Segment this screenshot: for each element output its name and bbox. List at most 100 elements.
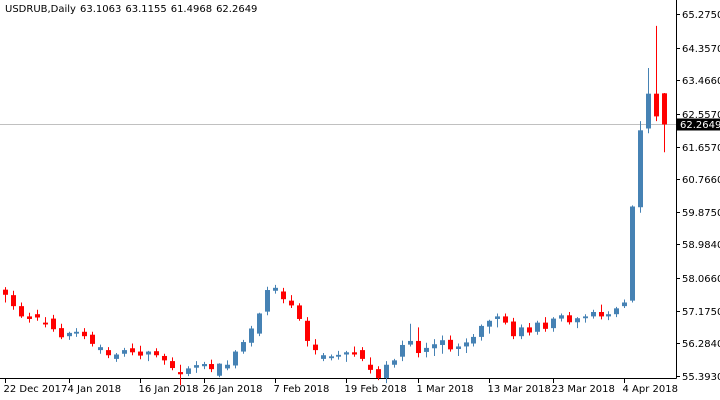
candle-body <box>178 372 183 375</box>
candle-body <box>519 327 524 337</box>
x-tick-label: 16 Jan 2018 <box>139 384 199 395</box>
candle-body <box>194 365 199 368</box>
candle-body <box>344 352 349 355</box>
candle-body <box>543 322 548 329</box>
candle-body <box>305 320 310 341</box>
candle-body <box>233 351 238 366</box>
candle-body <box>622 302 627 307</box>
y-tick-label: 58.0660 <box>682 274 720 285</box>
symbol-info: USDRUB,Daily 63.1063 63.1155 61.4968 62.2649 <box>5 4 261 15</box>
candle-body <box>281 291 286 300</box>
candle-body <box>511 321 516 337</box>
candle-body <box>535 322 540 332</box>
candle-body <box>249 328 254 343</box>
candle-body <box>114 354 119 359</box>
candle-body <box>416 340 421 354</box>
candle-body <box>162 355 167 361</box>
candle-body <box>432 344 437 349</box>
candle-body <box>567 315 572 323</box>
candle-body <box>527 327 532 333</box>
candle-body <box>638 130 643 208</box>
candle-body <box>591 312 596 317</box>
candle-body <box>154 351 159 356</box>
candle-body <box>614 308 619 315</box>
candle-body <box>503 316 508 323</box>
y-tick-label: 61.6570 <box>682 143 720 154</box>
candle-body <box>376 369 381 378</box>
candle-body <box>464 342 469 347</box>
y-tick-label: 57.1750 <box>682 307 720 318</box>
candle-body <box>122 350 127 354</box>
open-value: 63.1063 <box>79 4 122 15</box>
y-tick-label: 58.9840 <box>682 240 720 251</box>
x-tick-label: 22 Dec 2017 <box>4 384 68 395</box>
current-price-tag <box>677 118 720 131</box>
candle-body <box>297 305 302 319</box>
x-tick-label: 4 Jan 2018 <box>68 384 122 395</box>
y-tick-label: 65.2750 <box>682 10 720 21</box>
x-tick-label: 23 Mar 2018 <box>552 384 615 395</box>
candle-body <box>352 352 357 355</box>
candle-body <box>225 364 230 369</box>
candle-body <box>368 364 373 370</box>
x-tick-label: 4 Apr 2018 <box>623 384 678 395</box>
x-tick-label: 7 Feb 2018 <box>274 384 330 395</box>
candle-body <box>202 364 207 367</box>
x-tick-label: 1 Mar 2018 <box>417 384 474 395</box>
candle-body <box>19 306 24 317</box>
y-tick-label: 60.7660 <box>682 175 720 186</box>
high-value: 63.1155 <box>125 4 167 15</box>
x-tick-label: 13 Mar 2018 <box>488 384 551 395</box>
candle-body <box>11 295 16 307</box>
candle-body <box>392 360 397 365</box>
candle-body <box>265 290 270 312</box>
candle-body <box>313 344 318 351</box>
symbol-label: USDRUB,Daily <box>5 4 76 15</box>
candle-body <box>67 332 72 337</box>
candle-body <box>98 347 103 351</box>
candle-body <box>289 300 294 306</box>
candle-body <box>3 289 8 295</box>
candle-body <box>408 340 413 345</box>
candle-body <box>456 346 461 350</box>
candle-body <box>209 364 214 370</box>
candle-body <box>551 318 556 329</box>
candle-body <box>257 313 262 334</box>
candle-body <box>241 342 246 352</box>
candle-body <box>400 344 405 357</box>
candle-body <box>138 351 143 356</box>
candle-body <box>440 340 445 345</box>
candle-body <box>90 334 95 344</box>
y-tick-label: 56.2840 <box>682 339 720 350</box>
candle-body <box>599 312 604 317</box>
candle-body <box>448 339 453 350</box>
candle-body <box>384 364 389 378</box>
candle-body <box>186 368 191 374</box>
candle-body <box>662 93 667 125</box>
y-tick-label: 55.3930 <box>682 372 720 383</box>
candle-body <box>35 314 40 318</box>
candle-body <box>360 350 365 359</box>
candle-body <box>559 315 564 319</box>
candle-body <box>82 331 87 337</box>
candle-body <box>471 336 476 344</box>
candle-body <box>146 351 151 355</box>
y-tick-label: 64.3570 <box>682 44 720 55</box>
candle-body <box>575 318 580 323</box>
current-price-value: 62.2649 <box>680 120 720 131</box>
candle-body <box>329 356 334 359</box>
close-value: 62.2649 <box>216 4 258 15</box>
y-tick-label: 62.5570 <box>682 110 720 121</box>
x-tick-label: 26 Jan 2018 <box>203 384 263 395</box>
candle-body <box>43 322 48 325</box>
y-tick-label: 59.8750 <box>682 208 720 219</box>
candle-body <box>217 363 222 376</box>
candle-body <box>487 320 492 327</box>
candle-body <box>273 287 278 291</box>
candle-body <box>654 93 659 117</box>
low-value: 61.4968 <box>170 4 213 15</box>
candle-body <box>170 361 175 369</box>
candle-body <box>321 355 326 359</box>
